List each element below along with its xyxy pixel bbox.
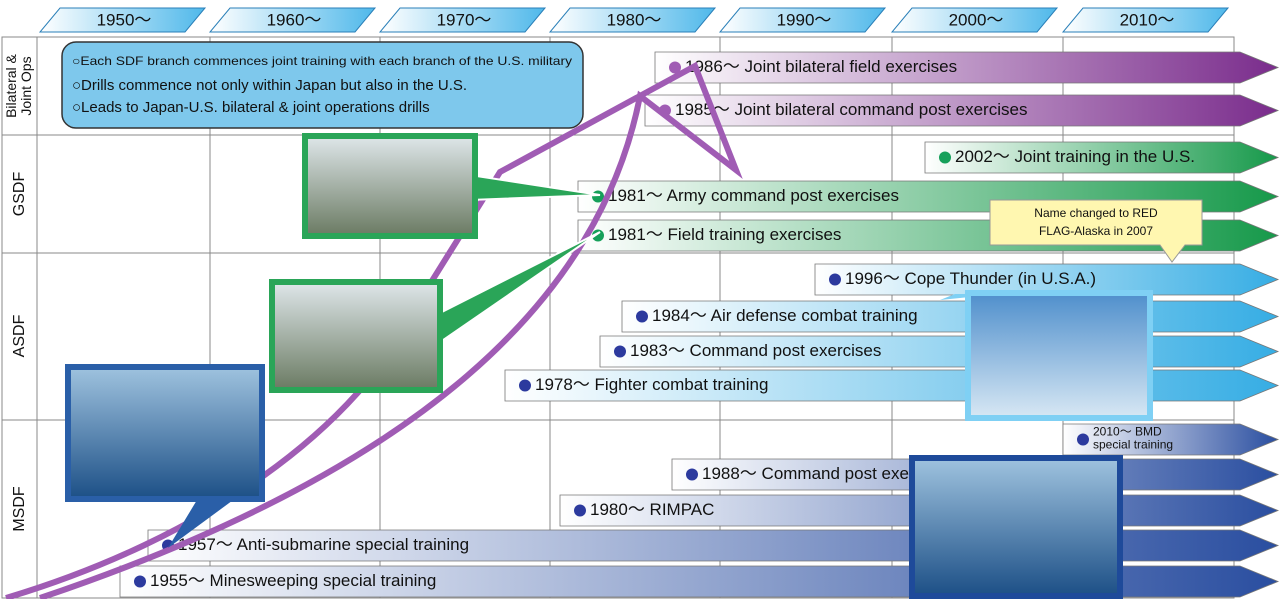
arrow-label: 1957～ Anti-submarine special training [178, 535, 469, 554]
bullet [519, 380, 531, 392]
bullet [574, 505, 586, 517]
decade-label: 1950～ [97, 10, 152, 29]
row-label: Bilateral & [3, 53, 19, 117]
header: 1950～ 1960～ 1970～ 1980～ 1990～ 2000～ 2010～ [40, 8, 1228, 32]
decade-label: 1980～ [607, 10, 662, 29]
arrow-label: 1981～ Army command post exercises [608, 186, 899, 205]
decade-label: 2010～ [1120, 10, 1175, 29]
arrow-label: 2010～ BMD [1093, 425, 1162, 439]
note: ○Each SDF branch commences joint trainin… [62, 42, 583, 128]
note-line: ○Leads to Japan-U.S. bilateral & joint o… [72, 99, 430, 116]
row-label: MSDF [11, 486, 28, 532]
note-line: ○Each SDF branch commences joint trainin… [72, 54, 572, 68]
arrow-label: special training [1093, 438, 1173, 452]
page: {"header": {"decades": ["1950～", "1960～"… [0, 0, 1283, 599]
decade-label: 1990～ [777, 10, 832, 29]
diagram: 1986～ Joint bilateral field exercises 198… [0, 0, 1283, 599]
callout-line: Name changed to RED [1034, 206, 1158, 220]
row-label: GSDF [11, 172, 28, 217]
decade-label: 2000～ [949, 10, 1004, 29]
bullet [829, 274, 841, 286]
arrow-label: 1955～ Minesweeping special training [150, 571, 436, 590]
decade-label: 1960～ [267, 10, 322, 29]
arrow-label: 2002～ Joint training in the U.S. [955, 147, 1195, 166]
arrow-label: 1996～ Cope Thunder (in U.S.A.) [845, 269, 1096, 288]
arrow-label: 1984～ Air defense combat training [652, 306, 918, 325]
bullet [614, 346, 626, 358]
bullet [939, 152, 951, 164]
arrow-label: 1986～ Joint bilateral field exercises [685, 57, 957, 76]
decade-label: 1970～ [437, 10, 492, 29]
row-label: ASDF [11, 314, 28, 357]
row-labels: Bilateral &Joint Ops GSDF ASDF MSDF [3, 53, 34, 531]
note-line: ○Drills commence not only within Japan b… [72, 77, 467, 94]
arrow-label: 1985～ Joint bilateral command post exerc… [675, 100, 1027, 119]
arrow-label: 1978～ Fighter combat training [535, 375, 768, 394]
arrow-label: 1981～ Field training exercises [608, 225, 841, 244]
bullet [686, 469, 698, 481]
bullet [1077, 434, 1089, 446]
bullet [636, 311, 648, 323]
arrow-label: 1983～ Command post exercises [630, 341, 881, 360]
bullet [134, 576, 146, 588]
callout-line: FLAG-Alaska in 2007 [1039, 224, 1153, 238]
arrow-label: 1980～ RIMPAC [590, 500, 714, 519]
row-label: Joint Ops [18, 56, 34, 115]
